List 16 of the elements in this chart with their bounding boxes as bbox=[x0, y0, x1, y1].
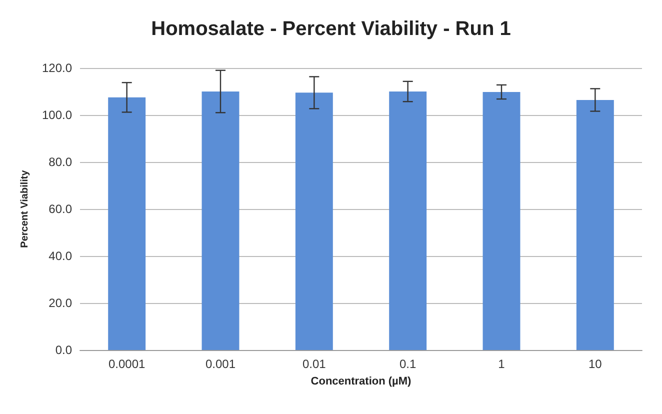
y-axis-title: Percent Viability bbox=[20, 170, 30, 248]
x-tick-label: 10 bbox=[588, 357, 602, 371]
x-tick-label: 0.001 bbox=[205, 357, 236, 371]
x-tick-label: 0.01 bbox=[302, 357, 326, 371]
y-tick-label: 80.0 bbox=[48, 155, 72, 169]
x-axis-title: Concentration (µM) bbox=[310, 376, 412, 388]
y-tick-label: 20.0 bbox=[48, 296, 72, 310]
x-tick-label: 0.0001 bbox=[108, 357, 146, 371]
y-tick-label: 60.0 bbox=[48, 202, 72, 216]
y-tick-label: 0.0 bbox=[55, 343, 72, 357]
y-tick-label: 120.0 bbox=[42, 61, 72, 75]
chart-title: Homosalate - Percent Viability - Run 1 bbox=[151, 18, 511, 40]
y-tick-label: 100.0 bbox=[42, 108, 72, 122]
y-tick-label: 40.0 bbox=[48, 249, 72, 263]
x-tick-label: 0.1 bbox=[399, 357, 416, 371]
x-tick-label: 1 bbox=[498, 357, 506, 371]
